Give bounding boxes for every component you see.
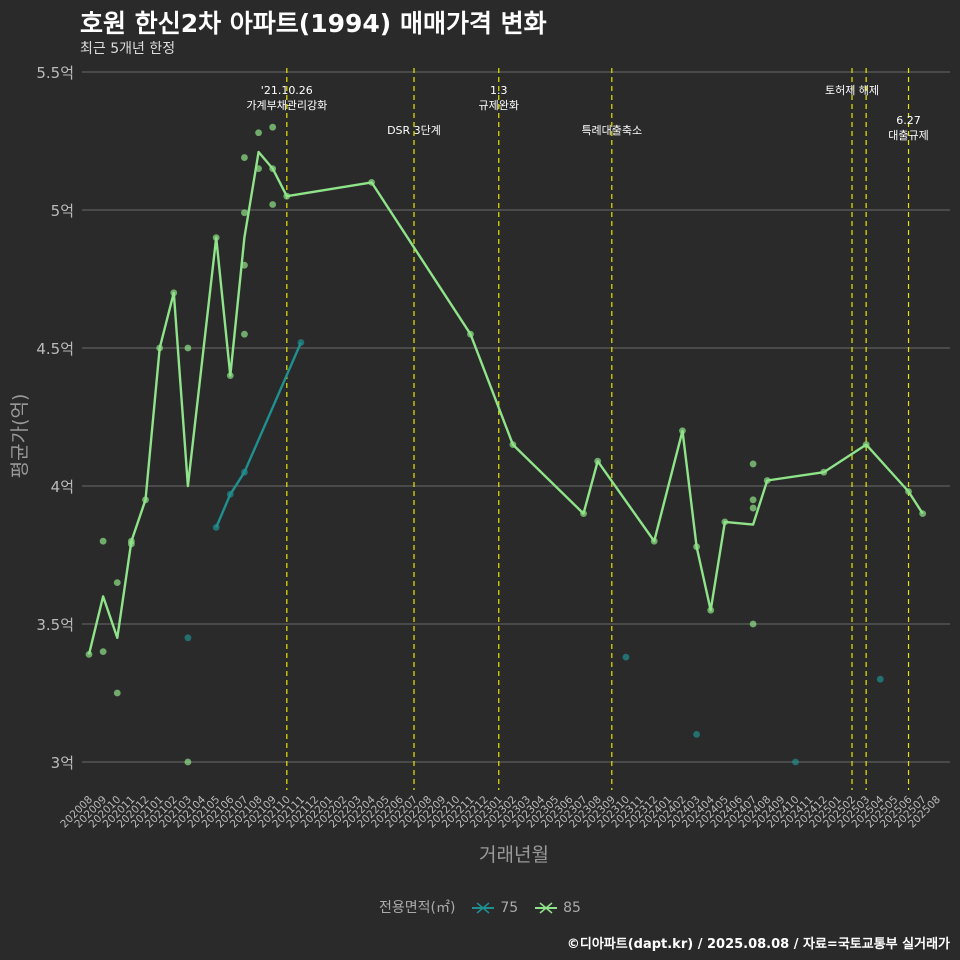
legend-item-75: 75	[470, 900, 518, 916]
series-85-point	[113, 689, 121, 697]
event-label: 토허제 해제	[825, 83, 879, 97]
event-label-line: 규제완화	[479, 99, 519, 112]
series-85-point	[749, 504, 757, 512]
event-label: DSR 3단계	[387, 124, 441, 137]
series-75-line	[215, 342, 303, 528]
event-label-line: 특례대출축소	[581, 124, 642, 137]
series-85-point	[184, 758, 192, 766]
legend-key-85-icon	[534, 902, 557, 914]
event-label-line: 1.3	[490, 84, 508, 97]
legend-key-75-icon	[471, 902, 494, 914]
y-tick-label: 5.5억	[36, 64, 74, 82]
series-85-point	[269, 123, 277, 131]
source-credit: ©디아파트(dapt.kr) / 2025.08.08 / 자료=국토교통부 실…	[566, 937, 950, 952]
event-label-line: '21.10.26	[261, 84, 313, 97]
series-85-point	[255, 129, 262, 137]
y-tick-label: 3억	[51, 754, 74, 772]
series-85-point	[749, 620, 757, 628]
series-75-point	[622, 653, 630, 661]
legend-label-75: 75	[500, 900, 519, 916]
chart-subtitle: 최근 5개년 한정	[80, 41, 176, 57]
series-layer	[85, 123, 927, 766]
series-75-point	[693, 731, 700, 738]
series-85-line	[87, 150, 924, 655]
event-label: '21.10.26 가계부채관리강화	[246, 84, 327, 112]
event-label-line: 토허제 해제	[825, 83, 879, 97]
y-tick-label: 4억	[51, 478, 74, 496]
series-75-point	[792, 758, 799, 766]
event-label: 6.27 대출규제	[888, 114, 928, 142]
series-85-point	[269, 201, 277, 208]
legend-item-85: 85	[533, 900, 581, 916]
series-75-point	[876, 675, 884, 683]
legend-label-85: 85	[563, 900, 581, 916]
grid-layer	[82, 71, 950, 763]
x-axis-label: 거래년월	[479, 844, 549, 866]
series-85-point	[184, 344, 192, 352]
series-85-point	[241, 154, 248, 161]
legend: 전용면적(㎡) 75 85	[0, 897, 960, 917]
series-85-point	[241, 330, 248, 338]
series-85-point	[749, 460, 757, 468]
legend-title: 전용면적(㎡)	[379, 900, 456, 916]
y-axis-label: 평균가(억)	[9, 394, 31, 479]
event-label-line: DSR 3단계	[387, 124, 441, 137]
series-85-point	[749, 496, 757, 504]
chart-title: 호원 한신2차 아파트(1994) 매매가격 변화	[80, 9, 547, 38]
series-85-point	[241, 209, 248, 217]
event-label-line: 대출규제	[888, 129, 928, 142]
y-tick-label: 5억	[51, 202, 74, 220]
event-label: 특례대출축소	[581, 124, 642, 137]
series-85-point	[99, 537, 107, 545]
series-85-point	[99, 648, 107, 655]
event-label-line: 가계부채관리강화	[246, 99, 327, 112]
event-label-line: 6.27	[896, 114, 921, 127]
y-tick-label: 4.5억	[36, 340, 74, 358]
event-label: 1.3 규제완화	[479, 84, 519, 112]
series-75-point	[184, 634, 192, 642]
series-85-point	[113, 579, 121, 586]
y-tick-label: 3.5억	[36, 616, 74, 634]
axis-layer: 3억3.5억4억4.5억5억5.5억2020082020092020102020…	[36, 64, 943, 830]
